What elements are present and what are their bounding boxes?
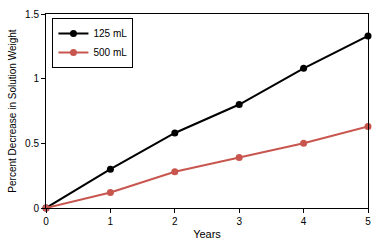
svg-text:125 mL: 125 mL — [93, 28, 127, 39]
svg-text:0.5: 0.5 — [25, 138, 39, 149]
svg-text:3: 3 — [236, 216, 242, 227]
svg-text:0: 0 — [43, 216, 49, 227]
svg-text:1.5: 1.5 — [25, 9, 39, 20]
svg-text:Percent Decrease in Solution W: Percent Decrease in Solution Weight — [7, 29, 18, 192]
svg-text:1: 1 — [108, 216, 114, 227]
svg-text:5: 5 — [365, 216, 371, 227]
svg-text:2: 2 — [172, 216, 178, 227]
svg-text:0: 0 — [33, 203, 39, 214]
svg-text:500 mL: 500 mL — [93, 47, 127, 58]
svg-text:Years: Years — [193, 228, 221, 240]
svg-text:4: 4 — [301, 216, 307, 227]
svg-text:1: 1 — [33, 73, 39, 84]
